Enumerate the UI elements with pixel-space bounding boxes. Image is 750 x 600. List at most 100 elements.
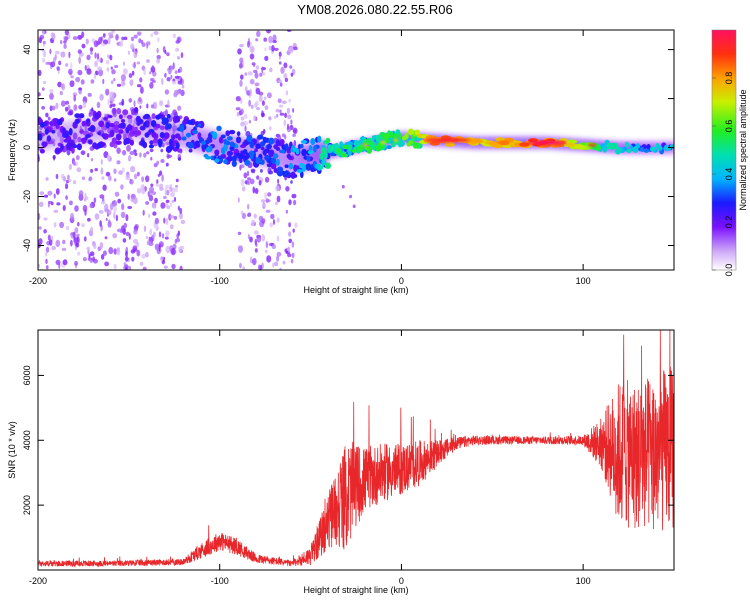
noise-speckle <box>279 112 285 116</box>
ridge-blob <box>72 144 78 149</box>
ridge-blob <box>264 154 270 161</box>
noise-speckle <box>165 162 169 167</box>
noise-speckle <box>256 107 260 111</box>
noise-speckle <box>86 68 92 75</box>
ridge-blob <box>92 142 98 149</box>
ridge-blob <box>143 113 151 119</box>
noise-speckle <box>123 36 128 41</box>
snr-x-ticks: -200 -100 0 100 <box>29 330 591 586</box>
noise-speckle <box>251 219 256 226</box>
ridge-blob <box>375 134 382 142</box>
noise-speckle <box>87 153 90 158</box>
snr-x-axis-label: Height of straight line (km) <box>303 585 408 595</box>
ridge-blob <box>185 132 192 138</box>
ridge-blob <box>235 152 242 157</box>
ridge-blob <box>655 142 660 149</box>
noise-speckle <box>108 219 111 225</box>
ridge-blob <box>118 129 124 134</box>
ridge-blob <box>194 140 200 147</box>
ridge-blob <box>179 124 185 133</box>
spectrogram-frame <box>37 29 675 271</box>
noise-speckle <box>271 45 275 52</box>
spectrogram-x-axis-label: Height of straight line (km) <box>303 285 408 295</box>
noise-speckle <box>108 247 114 255</box>
noise-speckle <box>254 82 260 87</box>
noise-speckle <box>168 213 172 221</box>
ridge-blob <box>347 144 352 152</box>
ridge-blob <box>639 147 645 152</box>
noise-speckle <box>102 184 107 191</box>
noise-speckle <box>134 173 138 180</box>
noise-speckle <box>269 222 273 228</box>
noise-speckle <box>151 202 157 209</box>
noise-speckle <box>165 218 169 225</box>
noise-speckle <box>94 168 98 172</box>
ridge-blob <box>38 133 43 141</box>
noise-speckle <box>130 43 135 50</box>
noise-speckle <box>56 202 61 206</box>
noise-speckle <box>239 164 245 169</box>
noise-speckle <box>238 62 243 69</box>
noise-speckle <box>240 121 245 127</box>
ridge-blob <box>212 131 218 139</box>
noise-speckle <box>82 204 88 213</box>
ridge-blob <box>155 114 161 120</box>
ridge-blob <box>62 127 67 135</box>
ridge-blob <box>225 130 230 137</box>
noise-speckle <box>75 155 80 161</box>
y-tick-label: 40 <box>22 45 32 55</box>
ridge-blob <box>41 141 48 147</box>
noise-speckle <box>240 116 245 121</box>
ridge-blob <box>380 132 385 140</box>
noise-speckle <box>76 236 80 244</box>
ridge-blob <box>112 107 117 115</box>
ridge-blob <box>624 141 629 148</box>
noise-speckle <box>90 168 94 173</box>
noise-speckle <box>38 69 42 77</box>
noise-speckle <box>115 214 118 222</box>
ridge-blob <box>295 148 300 155</box>
ridge-blob <box>171 134 176 141</box>
noise-speckle <box>121 98 125 106</box>
noise-speckle <box>78 87 82 91</box>
noise-speckle <box>252 186 256 194</box>
ridge-blob <box>325 137 331 144</box>
noise-speckle <box>72 92 78 97</box>
noise-speckle <box>279 267 282 270</box>
ridge-blob <box>445 142 456 147</box>
ridge-blob <box>81 120 86 127</box>
noise-speckle <box>352 204 356 209</box>
noise-speckle <box>120 74 126 82</box>
noise-speckle <box>67 174 70 180</box>
ridge-blob <box>293 174 298 178</box>
noise-speckle <box>72 231 76 239</box>
noise-speckle <box>67 110 73 116</box>
ridge-blob <box>229 141 235 148</box>
noise-speckle <box>142 209 145 216</box>
noise-speckle <box>177 105 182 111</box>
ridge-blob <box>286 153 291 159</box>
noise-speckle <box>138 96 142 103</box>
ridge-blob <box>205 146 211 153</box>
noise-speckle <box>59 221 65 229</box>
noise-speckle <box>172 80 177 85</box>
ridge-blob <box>393 134 398 139</box>
noise-speckle <box>47 234 51 241</box>
noise-speckle <box>164 188 167 196</box>
noise-speckle <box>136 61 141 65</box>
noise-speckle <box>161 174 164 182</box>
noise-speckle <box>53 209 59 213</box>
snr-y-axis-label: SNR (10 * v/v) <box>7 421 17 479</box>
ridge-blob <box>257 134 264 140</box>
noise-speckle <box>93 40 99 48</box>
noise-speckle <box>160 148 164 153</box>
noise-speckle <box>179 207 183 215</box>
noise-speckle <box>122 149 127 156</box>
noise-speckle <box>134 152 138 156</box>
ridge-blob <box>116 107 122 115</box>
ridge-blob <box>260 141 266 147</box>
noise-speckle <box>82 257 87 262</box>
noise-speckle <box>127 193 130 200</box>
noise-speckle <box>81 43 86 49</box>
noise-speckle <box>141 176 144 183</box>
